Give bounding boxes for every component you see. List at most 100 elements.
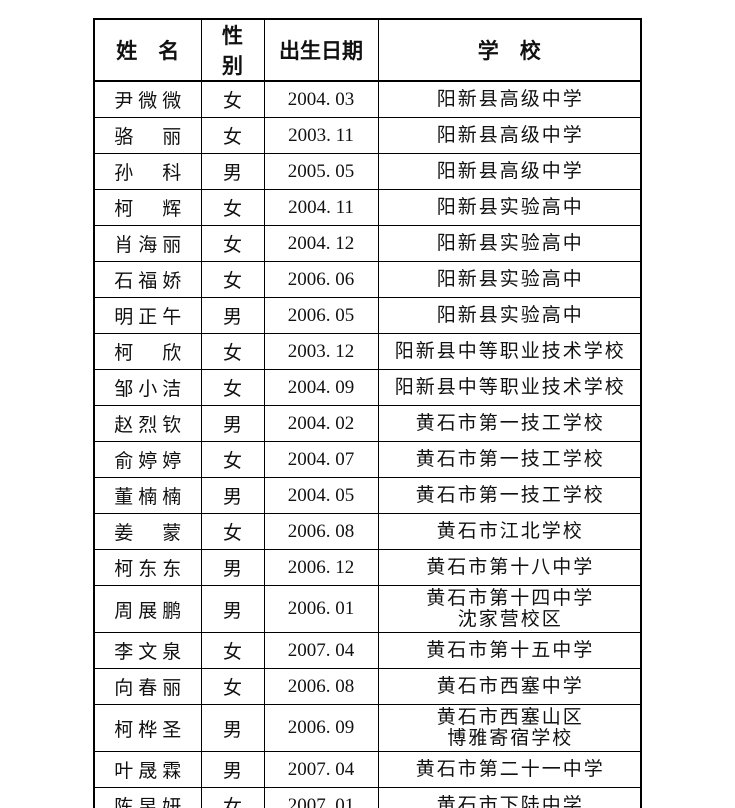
table-row: 赵烈钦男 2004. 02 黄石市第一技工学校	[93, 405, 642, 442]
school-name-line: 阳新县实验高中	[436, 233, 584, 254]
birth-date-cell: 2007. 04	[263, 751, 379, 788]
table-row: 陈昱妍女 2007. 01 黄石市下陆中学	[93, 787, 642, 808]
gender-cell: 女	[200, 117, 265, 154]
table-row: 柯东东男 2006. 12 黄石市第十八中学	[93, 549, 642, 586]
student-name-cell: 姜 蒙	[93, 513, 202, 550]
school-cell: 阳新县高级中学	[377, 80, 642, 118]
student-name-cell: 明正午	[93, 297, 202, 334]
gender-cell: 女	[200, 632, 265, 669]
header-gender: 性 别	[200, 18, 265, 82]
gender-cell: 女	[200, 787, 265, 808]
student-name-cell: 柯桦圣	[93, 704, 202, 752]
student-name-cell: 陈昱妍	[93, 787, 202, 808]
school-name-line: 阳新县中等职业技术学校	[394, 377, 626, 398]
gender-cell: 女	[200, 333, 265, 370]
student-name-cell: 俞婷婷	[93, 441, 202, 478]
school-name-line: 阳新县实验高中	[436, 305, 584, 326]
birth-date-cell: 2004. 07	[263, 441, 379, 478]
header-school: 学 校	[377, 18, 642, 82]
gender-cell: 女	[200, 513, 265, 550]
birth-date-cell: 2005. 05	[263, 153, 379, 190]
school-cell: 黄石市江北学校	[377, 513, 642, 550]
student-name-cell: 董楠楠	[93, 477, 202, 514]
student-name-cell: 周展鹏	[93, 585, 202, 633]
birth-date-cell: 2006. 01	[263, 585, 379, 633]
school-name-line: 黄石市第一技工学校	[415, 449, 605, 470]
student-name-cell: 邹小洁	[93, 369, 202, 406]
school-name-line: 黄石市西塞中学	[436, 676, 584, 697]
birth-date-cell: 2004. 12	[263, 225, 379, 262]
school-name-line: 阳新县中等职业技术学校	[394, 341, 626, 362]
student-name-cell: 叶晟霖	[93, 751, 202, 788]
birth-date-cell: 2004. 09	[263, 369, 379, 406]
birth-date-cell: 2003. 11	[263, 117, 379, 154]
school-cell: 黄石市西塞中学	[377, 668, 642, 705]
gender-cell: 女	[200, 369, 265, 406]
header-birth-date: 出生日期	[263, 18, 379, 82]
school-cell: 阳新县实验高中	[377, 297, 642, 334]
school-name-line: 博雅寄宿学校	[447, 728, 574, 749]
school-cell: 阳新县中等职业技术学校	[377, 333, 642, 370]
school-name-line: 阳新县实验高中	[436, 197, 584, 218]
student-name-cell: 柯 辉	[93, 189, 202, 226]
school-cell: 阳新县高级中学	[377, 153, 642, 190]
table-row: 董楠楠男 2004. 05 黄石市第一技工学校	[93, 477, 642, 514]
student-roster-table: 姓 名 性 别 出生日期 学 校 尹微微女 2004. 03 阳新县高级中学骆 丽女…	[93, 18, 642, 808]
school-name-line: 黄石市下陆中学	[436, 795, 584, 808]
gender-cell: 男	[200, 405, 265, 442]
school-cell: 黄石市第一技工学校	[377, 441, 642, 478]
school-name-line: 阳新县高级中学	[436, 125, 584, 146]
school-name-line: 黄石市第十四中学	[426, 588, 595, 609]
header-row: 姓 名 性 别 出生日期 学 校	[93, 18, 642, 82]
student-name-cell: 尹微微	[93, 80, 202, 118]
birth-date-cell: 2006. 06	[263, 261, 379, 298]
table-row: 俞婷婷女 2004. 07 黄石市第一技工学校	[93, 441, 642, 478]
school-name-line: 阳新县实验高中	[436, 269, 584, 290]
birth-date-cell: 2004. 03	[263, 80, 379, 118]
table-row: 叶晟霖男 2007. 04 黄石市第二十一中学	[93, 751, 642, 788]
gender-cell: 男	[200, 549, 265, 586]
student-name-cell: 柯 欣	[93, 333, 202, 370]
school-cell: 阳新县实验高中	[377, 225, 642, 262]
student-name-cell: 石福娇	[93, 261, 202, 298]
birth-date-cell: 2003. 12	[263, 333, 379, 370]
birth-date-cell: 2006. 12	[263, 549, 379, 586]
student-name-cell: 向春丽	[93, 668, 202, 705]
school-cell: 黄石市第十八中学	[377, 549, 642, 586]
student-name-cell: 骆 丽	[93, 117, 202, 154]
gender-cell: 男	[200, 477, 265, 514]
table-row: 柯桦圣男 2006. 09 黄石市西塞山区 博雅寄宿学校	[93, 704, 642, 752]
gender-cell: 男	[200, 153, 265, 190]
gender-cell: 男	[200, 297, 265, 334]
birth-date-cell: 2006. 05	[263, 297, 379, 334]
gender-cell: 女	[200, 189, 265, 226]
school-cell: 阳新县高级中学	[377, 117, 642, 154]
student-name-cell: 肖海丽	[93, 225, 202, 262]
birth-date-cell: 2004. 11	[263, 189, 379, 226]
birth-date-cell: 2007. 01	[263, 787, 379, 808]
birth-date-cell: 2007. 04	[263, 632, 379, 669]
student-name-cell: 柯东东	[93, 549, 202, 586]
gender-cell: 男	[200, 704, 265, 752]
gender-cell: 女	[200, 441, 265, 478]
gender-cell: 男	[200, 751, 265, 788]
table-body: 尹微微女 2004. 03 阳新县高级中学骆 丽女 2003. 11 阳新县高级中学孙 …	[93, 80, 642, 808]
school-name-line: 黄石市第十八中学	[426, 557, 595, 578]
school-name-line: 黄石市第十五中学	[426, 640, 595, 661]
school-cell: 黄石市第一技工学校	[377, 477, 642, 514]
table-row: 姜 蒙女 2006. 08 黄石市江北学校	[93, 513, 642, 550]
school-name-line: 黄石市第一技工学校	[415, 413, 605, 434]
birth-date-cell: 2006. 08	[263, 668, 379, 705]
gender-cell: 女	[200, 80, 265, 118]
school-name-line: 沈家营校区	[457, 609, 563, 630]
school-name-line: 阳新县高级中学	[436, 161, 584, 182]
gender-cell: 女	[200, 225, 265, 262]
school-cell: 阳新县中等职业技术学校	[377, 369, 642, 406]
school-cell: 黄石市下陆中学	[377, 787, 642, 808]
birth-date-cell: 2004. 05	[263, 477, 379, 514]
school-name-line: 黄石市西塞山区	[436, 707, 584, 728]
birth-date-cell: 2006. 09	[263, 704, 379, 752]
table-row: 周展鹏男 2006. 01 黄石市第十四中学 沈家营校区	[93, 585, 642, 633]
table-row: 肖海丽女 2004. 12 阳新县实验高中	[93, 225, 642, 262]
